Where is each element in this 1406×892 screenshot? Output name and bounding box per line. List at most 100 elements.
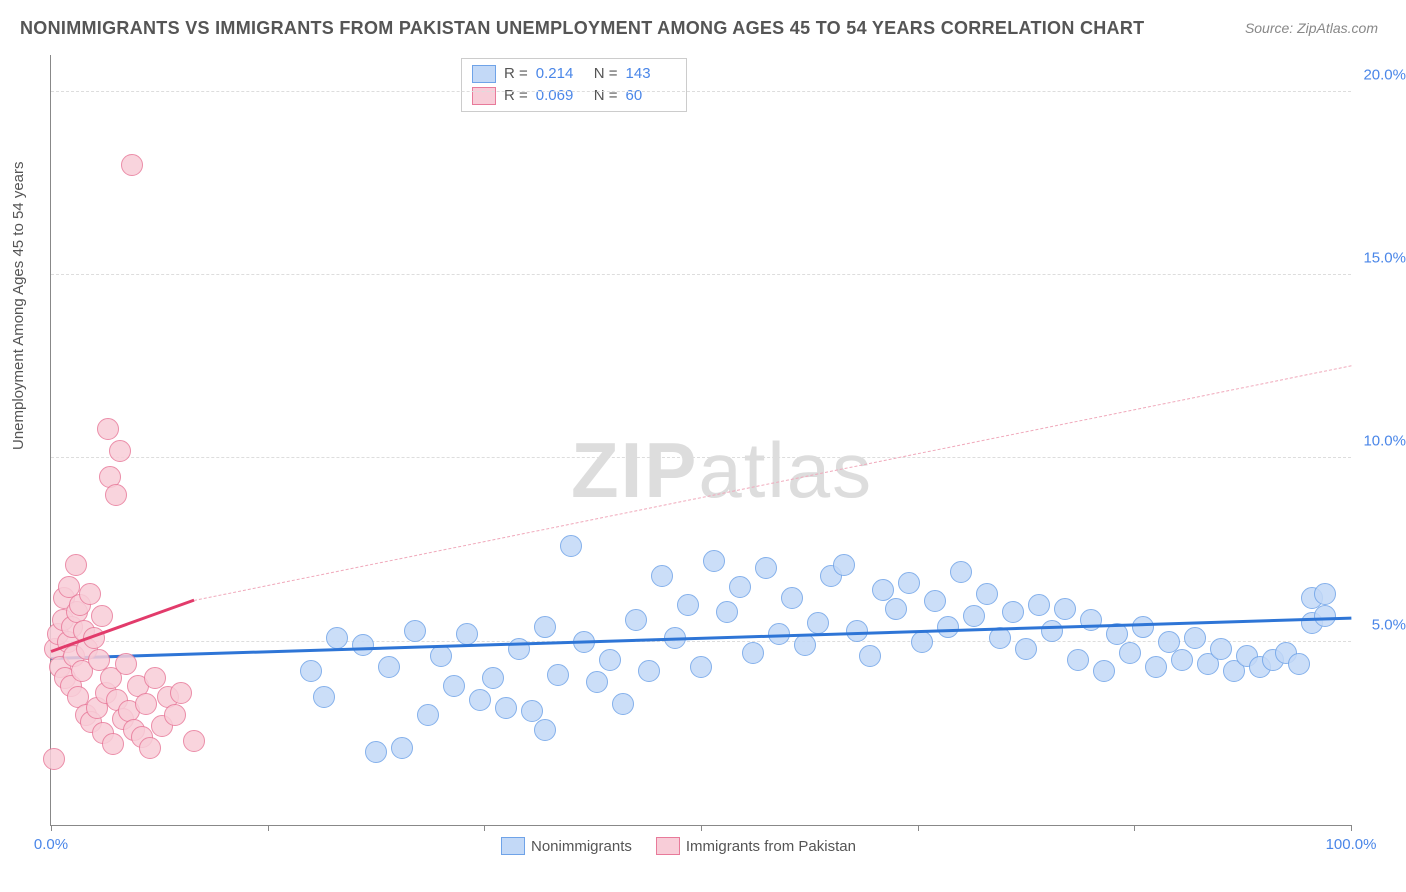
data-point [391,737,413,759]
data-point [924,590,946,612]
data-point [729,576,751,598]
y-tick-label: 10.0% [1363,433,1406,450]
x-tick [701,825,702,831]
data-point [313,686,335,708]
data-point [976,583,998,605]
legend-label: Nonimmigrants [531,838,632,855]
plot-area: ZIPatlas R =0.214N =143R =0.069N =60 Non… [50,55,1351,826]
data-point [807,612,829,634]
data-point [534,719,556,741]
data-point [950,561,972,583]
watermark-light: atlas [698,426,873,514]
data-point [1288,653,1310,675]
data-point [716,601,738,623]
gridline [51,457,1351,458]
r-label: R = [504,85,528,107]
x-tick [1351,825,1352,831]
data-point [1171,649,1193,671]
gridline [51,91,1351,92]
y-tick-label: 20.0% [1363,66,1406,83]
r-value: 0.214 [536,63,586,85]
data-point [164,704,186,726]
data-point [599,649,621,671]
stats-row: R =0.214N =143 [472,63,676,85]
data-point [703,550,725,572]
x-tick [918,825,919,831]
data-point [833,554,855,576]
data-point [612,693,634,715]
source-label: Source: ZipAtlas.com [1245,20,1378,36]
data-point [560,535,582,557]
data-point [859,645,881,667]
data-point [1314,583,1336,605]
data-point [1093,660,1115,682]
x-tick [51,825,52,831]
data-point [102,733,124,755]
data-point [482,667,504,689]
data-point [443,675,465,697]
data-point [885,598,907,620]
data-point [534,616,556,638]
x-tick-label: 0.0% [34,836,68,853]
x-tick-label: 100.0% [1326,836,1377,853]
data-point [352,634,374,656]
data-point [91,605,113,627]
x-tick [268,825,269,831]
data-point [1132,616,1154,638]
data-point [1184,627,1206,649]
n-value: 143 [626,63,676,85]
data-point [911,631,933,653]
legend-swatch [501,837,525,855]
data-point [690,656,712,678]
data-point [1028,594,1050,616]
data-point [1015,638,1037,660]
data-point [898,572,920,594]
gridline [51,641,1351,642]
data-point [417,704,439,726]
data-point [794,634,816,656]
data-point [742,642,764,664]
data-point [1145,656,1167,678]
stats-row: R =0.069N =60 [472,85,676,107]
data-point [79,583,101,605]
data-point [781,587,803,609]
legend-item: Immigrants from Pakistan [656,837,856,855]
data-point [404,620,426,642]
data-point [43,748,65,770]
data-point [97,418,119,440]
series-legend: Nonimmigrants Immigrants from Pakistan [501,837,856,855]
data-point [115,653,137,675]
data-point [1067,649,1089,671]
data-point [469,689,491,711]
chart-title: NONIMMIGRANTS VS IMMIGRANTS FROM PAKISTA… [20,18,1144,39]
data-point [109,440,131,462]
data-point [625,609,647,631]
legend-item: Nonimmigrants [501,837,632,855]
y-tick-label: 5.0% [1372,616,1406,633]
legend-label: Immigrants from Pakistan [686,838,856,855]
data-point [105,484,127,506]
data-point [846,620,868,642]
data-point [378,656,400,678]
stats-legend: R =0.214N =143R =0.069N =60 [461,58,687,112]
data-point [135,693,157,715]
x-tick [484,825,485,831]
data-point [937,616,959,638]
data-point [547,664,569,686]
data-point [1210,638,1232,660]
data-point [365,741,387,763]
y-axis-label: Unemployment Among Ages 45 to 54 years [10,161,27,450]
n-label: N = [594,63,618,85]
n-value: 60 [626,85,676,107]
n-label: N = [594,85,618,107]
data-point [300,660,322,682]
data-point [586,671,608,693]
gridline [51,274,1351,275]
data-point [456,623,478,645]
data-point [139,737,161,759]
data-point [677,594,699,616]
data-point [495,697,517,719]
data-point [1314,605,1336,627]
data-point [1054,598,1076,620]
data-point [121,154,143,176]
